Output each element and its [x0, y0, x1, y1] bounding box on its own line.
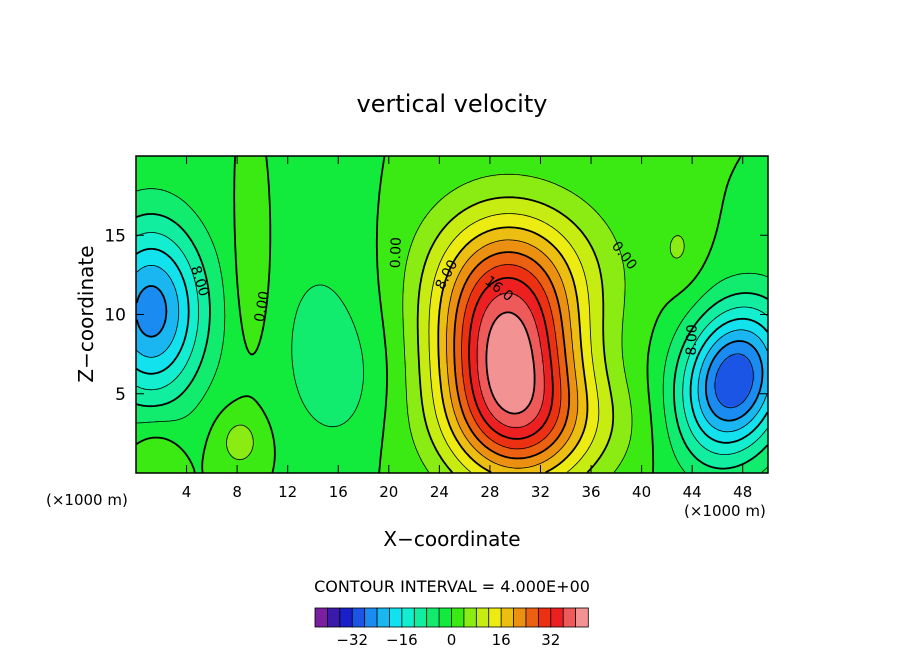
contour-line	[416, 196, 615, 473]
x-tick-label: 16	[329, 483, 348, 501]
colorbar-swatch	[438, 607, 453, 628]
colorbar-swatch	[550, 607, 564, 628]
x-tick-label: 36	[581, 483, 600, 501]
contour-line	[468, 277, 554, 440]
colorbar-tick-label: 16	[492, 631, 511, 649]
x-unit-right: (×1000 m)	[684, 502, 766, 520]
x-tick-label: 8	[232, 483, 242, 501]
y-tick-label: 15	[104, 226, 126, 246]
contour-line	[476, 292, 545, 429]
x-tick-label: 28	[480, 483, 499, 501]
filled-contour-field	[136, 156, 768, 473]
colorbar-swatch	[351, 607, 366, 628]
colorbar-swatch	[525, 607, 540, 628]
colorbar-swatch	[327, 607, 341, 628]
colorbar-swatch	[475, 607, 490, 628]
contour-line	[714, 353, 754, 409]
colorbar-tick-label: 0	[447, 631, 457, 649]
x-tick-label: 40	[632, 483, 651, 501]
contour-line	[485, 311, 536, 415]
contour-label: 0.00	[388, 237, 405, 269]
colorbar-tick-label: 32	[541, 631, 560, 649]
contour-label: 8.00	[684, 324, 701, 356]
colorbar-swatch	[339, 607, 353, 628]
contour-line	[453, 251, 570, 460]
contour-line	[136, 232, 768, 455]
x-tick-label: 12	[278, 483, 297, 501]
contour-line	[446, 239, 579, 469]
y-axis-label: Z−coordinate	[74, 245, 98, 382]
colorbar-swatch	[401, 607, 415, 628]
x-tick-label: 32	[531, 483, 550, 501]
colorbar-swatch	[314, 607, 329, 628]
contour-line	[136, 213, 768, 470]
contour-line	[136, 285, 764, 422]
x-tick-label: 24	[430, 483, 449, 501]
colorbar-swatch	[463, 607, 478, 628]
contour-line	[136, 265, 768, 433]
x-tick-label: 48	[733, 483, 752, 501]
colorbar-swatch	[488, 607, 502, 628]
colorbar: −32 −16 0 16 32	[314, 607, 589, 649]
plot-area: 8.000.000.008.00 16.00.008.00	[135, 155, 769, 474]
colorbar-tick-label: −32	[336, 631, 368, 649]
x-tick-label: 44	[683, 483, 702, 501]
x-tick-label: 20	[379, 483, 398, 501]
y-tick-label: 10	[104, 306, 126, 326]
colorbar-swatch	[426, 607, 440, 628]
x-unit-left: (×1000 m)	[46, 491, 128, 509]
colorbar-swatch	[389, 607, 403, 628]
colorbar-swatch	[451, 607, 465, 628]
contour-line	[136, 156, 742, 473]
y-tick-label: 5	[115, 385, 126, 405]
contour-line	[461, 264, 562, 450]
x-tick-label: 4	[182, 483, 192, 501]
colorbar-tick-label: −16	[386, 631, 418, 649]
colorbar-swatch	[364, 607, 378, 628]
contour-line	[136, 188, 768, 473]
colorbar-swatch	[537, 607, 552, 628]
colorbar-swatch	[376, 607, 391, 628]
colorbar-swatch	[413, 607, 428, 628]
contour-line	[136, 247, 768, 444]
chart-title: vertical velocity	[357, 90, 548, 118]
colorbar-swatch	[513, 607, 527, 628]
colorbar-swatch	[562, 607, 577, 628]
y-axis: 5 10 15	[104, 226, 768, 405]
colorbar-swatch	[500, 607, 515, 628]
contour-interval-text: CONTOUR INTERVAL = 4.000E+00	[314, 577, 590, 596]
x-axis: 4 8 12 16 20 24 28 32 36 40 44 48	[182, 156, 752, 501]
x-axis-label: X−coordinate	[383, 527, 520, 551]
contour-lines	[136, 156, 768, 473]
contour-label: 0.00	[252, 290, 273, 323]
contour-line	[226, 173, 685, 473]
contour-line	[428, 213, 600, 473]
contour-line	[437, 226, 589, 473]
colorbar-swatch	[575, 607, 589, 628]
